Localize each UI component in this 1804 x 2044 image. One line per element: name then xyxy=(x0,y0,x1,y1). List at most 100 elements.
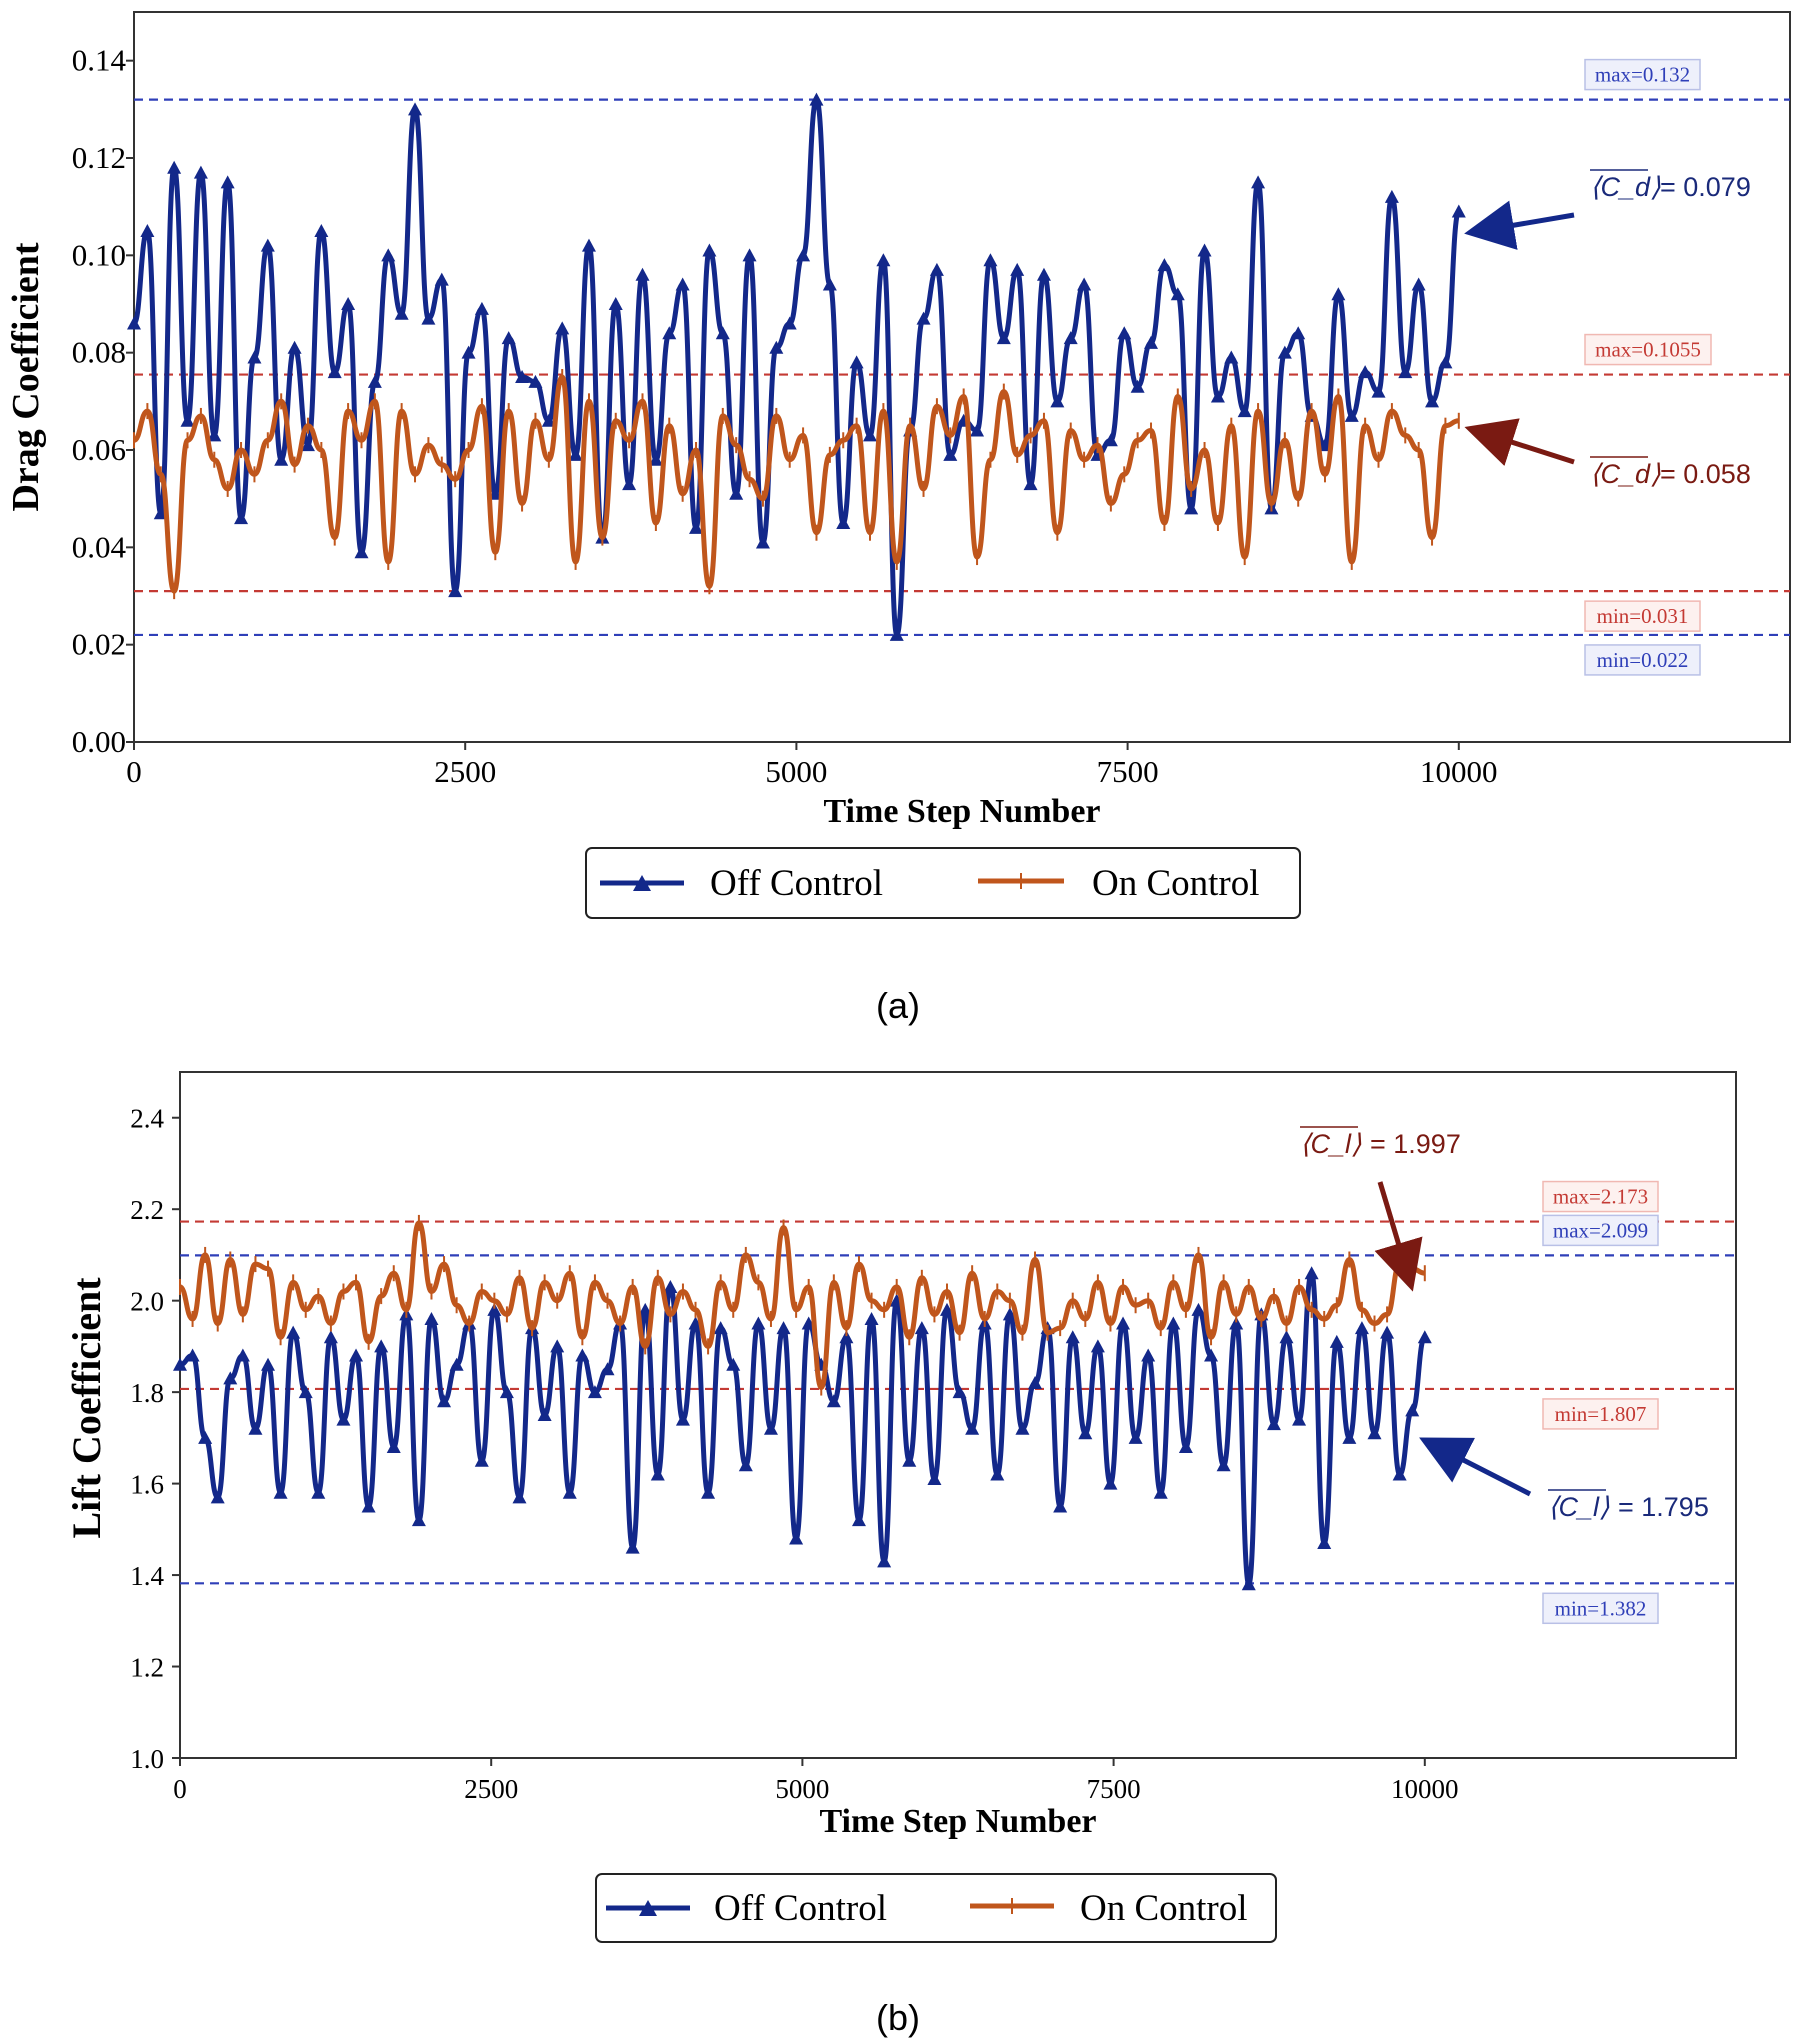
data-point-off xyxy=(1090,1339,1105,1353)
y-tick-label: 1.0 xyxy=(130,1744,164,1774)
mean-label-value: = 1.997 xyxy=(1370,1129,1461,1159)
data-point-off xyxy=(1384,189,1399,203)
data-point-off xyxy=(298,1385,313,1399)
data-point-off xyxy=(1304,1266,1319,1280)
data-point-off xyxy=(822,277,837,291)
data-point-off xyxy=(1251,175,1266,189)
y-tick-label: 0.06 xyxy=(72,432,126,467)
y-tick-label: 0.10 xyxy=(72,237,126,272)
legend-off-marker xyxy=(639,1900,657,1916)
data-point-off xyxy=(1002,1307,1017,1321)
y-tick-label: 1.2 xyxy=(130,1653,164,1683)
data-point-off xyxy=(260,238,275,252)
data-point-off xyxy=(140,224,155,237)
data-point-off xyxy=(1344,408,1359,422)
data-point-off xyxy=(952,1385,967,1399)
y-axis: 1.0 1.2 1.4 1.6 1.8 2.0 2.2 2.4 xyxy=(130,1104,180,1774)
data-point-off xyxy=(1425,394,1440,408)
x-tick-label: 0 xyxy=(173,1774,187,1804)
panel-drag: 0.00 0.02 0.04 0.06 0.08 0.10 0.12 0.14 0 2500 50… xyxy=(5,11,1791,1026)
data-point-off xyxy=(386,1440,401,1454)
series-line-off xyxy=(179,1270,1428,1587)
data-point-off xyxy=(1103,433,1118,447)
data-point-off xyxy=(990,1467,1005,1481)
x-tick-label: 7500 xyxy=(1087,1774,1141,1804)
y-tick-label: 1.8 xyxy=(130,1378,164,1408)
data-point-off xyxy=(354,545,369,559)
plot-frame xyxy=(133,11,1791,743)
data-point-off xyxy=(902,1453,917,1467)
data-point-off xyxy=(1065,1330,1080,1344)
data-point-off xyxy=(1279,1330,1294,1344)
data-point-off xyxy=(1050,394,1065,408)
x-axis-title: Time Step Number xyxy=(819,1803,1096,1840)
data-point-off xyxy=(1117,326,1132,340)
y-tick-label: 0.12 xyxy=(72,140,126,175)
legend-off-label: Off Control xyxy=(714,1888,887,1929)
data-point-off xyxy=(341,297,356,310)
data-point-off xyxy=(361,1499,376,1513)
data-point-off xyxy=(729,486,744,500)
data-point-off xyxy=(638,1302,653,1316)
y-tick-label: 2.2 xyxy=(130,1195,164,1225)
x-tick-label: 5000 xyxy=(765,754,827,789)
y-tick-label: 0.00 xyxy=(72,724,126,759)
data-point-off xyxy=(689,520,704,534)
data-point-off xyxy=(180,413,195,427)
data-point-off xyxy=(650,1467,665,1481)
data-point-off xyxy=(287,340,302,354)
data-point-off xyxy=(1354,1321,1369,1335)
data-point-off xyxy=(826,1394,841,1408)
mean-arrow-on xyxy=(1374,1181,1423,1292)
data-point-off xyxy=(487,1302,502,1316)
panel-caption-a: (a) xyxy=(876,985,920,1026)
data-point-off xyxy=(675,277,690,291)
reference-label-box xyxy=(1584,333,1712,366)
reference-label-box xyxy=(1542,1592,1659,1625)
data-point-off xyxy=(300,438,315,452)
data-point-off xyxy=(1053,1499,1068,1513)
mean-arrow-off xyxy=(1419,1437,1532,1497)
data-point-off xyxy=(1028,1375,1043,1389)
data-point-off xyxy=(323,1330,338,1344)
mean-label-symbol: ⟨C_l⟩ xyxy=(1300,1129,1362,1159)
data-point-off xyxy=(648,452,663,466)
data-point-off xyxy=(1241,1577,1256,1591)
data-point-off xyxy=(374,1339,389,1353)
data-point-off xyxy=(568,447,583,461)
data-point-off xyxy=(726,1357,741,1371)
data-point-off xyxy=(223,1371,238,1385)
data-point-off xyxy=(738,1458,753,1472)
data-point-off xyxy=(512,1490,527,1504)
x-axis-title: Time Step Number xyxy=(823,793,1100,830)
data-point-off xyxy=(1010,262,1025,276)
x-tick-label: 2500 xyxy=(434,754,496,789)
mean-label-symbol: ⟨C_d⟩ xyxy=(1590,172,1661,202)
y-axis: 0.00 0.02 0.04 0.06 0.08 0.10 0.12 0.14 xyxy=(72,43,134,759)
data-point-off xyxy=(381,248,396,262)
panel-lift: 1.0 1.2 1.4 1.6 1.8 2.0 2.2 2.4 0 2500 5000 7500 10… xyxy=(64,1071,1737,2038)
data-point-off xyxy=(608,297,623,310)
x-axis: 0 2500 5000 7500 10000 xyxy=(126,742,1498,789)
data-point-off xyxy=(234,511,249,525)
data-point-off xyxy=(701,1485,716,1499)
x-tick-label: 2500 xyxy=(464,1774,518,1804)
data-point-off xyxy=(461,345,476,359)
data-point-off xyxy=(1417,1330,1432,1344)
data-point-off xyxy=(1078,1426,1093,1440)
reference-label-box xyxy=(1542,1214,1659,1247)
data-point-off xyxy=(474,301,489,315)
data-point-off xyxy=(943,447,958,461)
data-point-off xyxy=(996,331,1011,345)
data-point-off xyxy=(501,331,516,345)
data-point-off xyxy=(421,311,436,325)
data-point-off xyxy=(474,1453,489,1467)
legend-box xyxy=(585,847,1301,919)
data-point-off xyxy=(528,374,543,388)
data-point-off xyxy=(210,1490,225,1504)
data-point-off xyxy=(1191,1302,1206,1316)
data-point-off xyxy=(1036,267,1051,281)
data-point-off xyxy=(273,1485,288,1499)
series-group xyxy=(173,1214,1432,1591)
data-point-off xyxy=(1392,1467,1407,1481)
